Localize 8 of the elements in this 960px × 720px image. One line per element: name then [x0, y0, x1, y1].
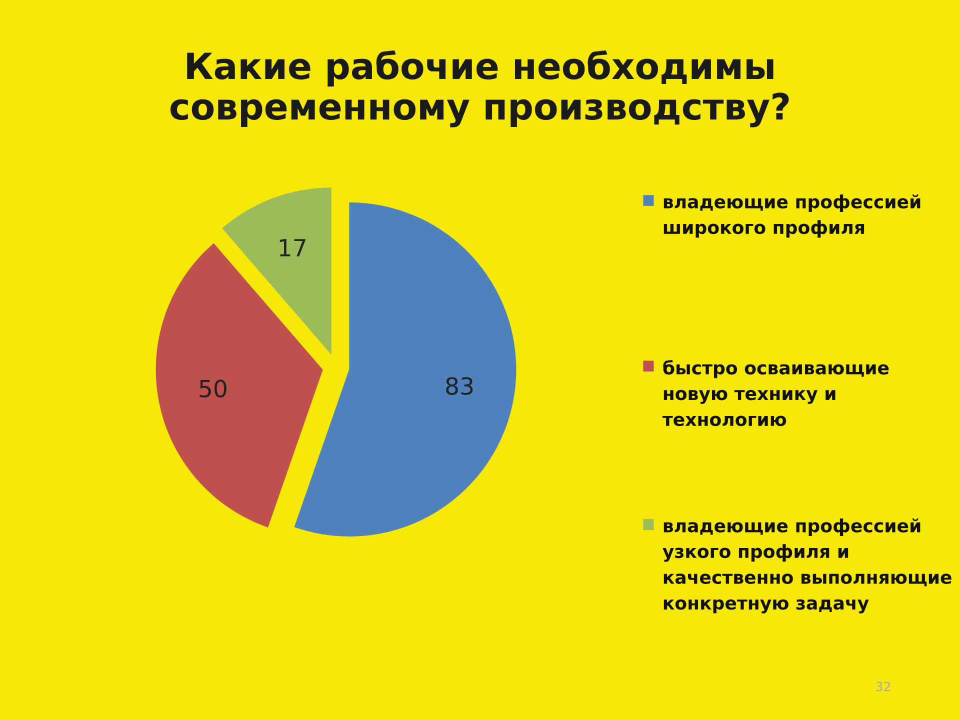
legend-label: быстро осваивающие новую технику и технологию [662, 360, 889, 426]
data-label: 50 [200, 380, 226, 398]
legend-label: владеющие профессией широкого профиля [664, 194, 920, 238]
text: 32 [876, 682, 890, 692]
legend-label: владеющие профессией узкого профиля и качественно выполняющие конкретную задачу [662, 518, 952, 614]
chart-title: Какие рабочие необходимы современному производству? [170, 50, 789, 128]
data-label: 17 [280, 239, 306, 256]
data-label: 83 [446, 377, 473, 395]
